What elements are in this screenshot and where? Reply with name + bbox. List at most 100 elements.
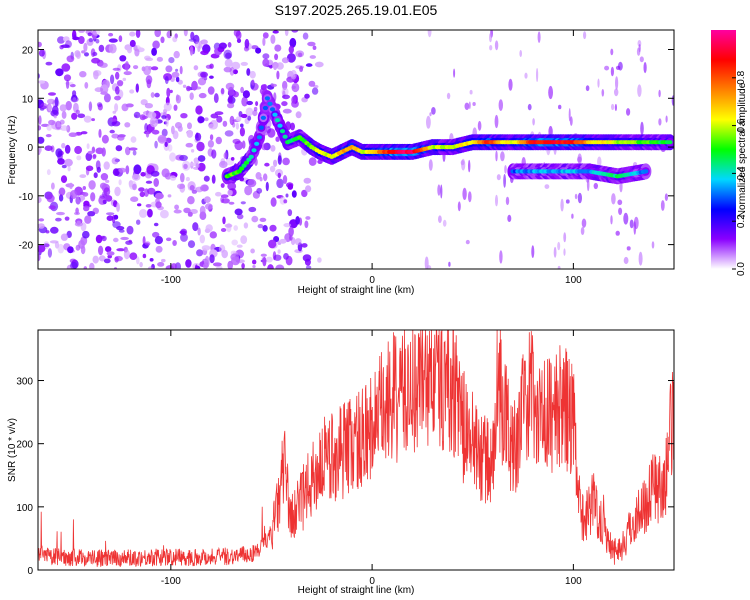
noise-blob [60,175,68,184]
noise-blob [504,165,507,174]
noise-blob [615,230,620,236]
noise-blob [288,45,294,54]
noise-blob [106,212,115,216]
noise-blob [98,255,106,262]
noise-blob [197,116,205,124]
noise-blob [188,38,197,42]
colorbar-gradient [711,30,736,269]
noise-blob [218,244,226,253]
noise-blob [66,55,75,63]
noise-blob [185,176,190,182]
noise-blob [63,36,70,42]
noise-blob [112,67,121,71]
noise-blob [224,130,234,137]
noise-blob [118,229,125,233]
noise-blob [440,184,443,199]
noise-blob [305,63,313,67]
noise-blob [167,144,173,152]
noise-blob [262,84,268,90]
noise-blob [205,203,213,210]
noise-blob [74,50,81,58]
noise-blob [200,39,208,45]
noise-blob [626,246,631,251]
noise-blob [202,263,209,269]
noise-blob [139,114,146,121]
noise-blob [85,165,94,172]
noise-blob [499,250,503,264]
noise-blob [262,58,270,67]
noise-blob [91,118,95,122]
noise-blob [223,152,228,160]
noise-blob [248,206,257,213]
noise-blob [100,173,109,181]
noise-blob [95,38,100,44]
noise-blob [241,140,246,149]
noise-blob [123,71,132,76]
colorbar-tick-label: 0.4 [736,166,747,180]
noise-blob [557,265,561,269]
noise-blob [244,185,253,196]
noise-blob [110,74,115,85]
noise-blob [531,245,535,258]
noise-blob [236,244,243,248]
noise-blob [583,31,587,40]
noise-blob [147,187,156,195]
noise-blob [78,30,85,33]
noise-blob [190,149,195,153]
noise-blob [215,191,222,197]
noise-blob [123,249,130,260]
noise-blob [199,234,205,244]
noise-blob [127,46,132,54]
noise-blob [460,160,465,166]
noise-blob [195,163,200,169]
noise-blob [227,189,233,196]
noise-blob [431,107,436,115]
noise-blob [82,186,87,190]
noise-blob [149,117,159,128]
noise-blob [103,93,111,103]
noise-blob [185,142,194,148]
noise-blob [200,71,208,78]
noise-blob [610,66,615,77]
noise-blob [282,175,288,184]
noise-blob [277,172,281,179]
noise-blob [243,222,249,229]
noise-blob [114,255,123,262]
snr-y-axis-label: SNR (10 * v/v) [7,418,18,482]
noise-blob [494,40,499,51]
noise-blob [180,233,188,242]
noise-blob [472,102,476,106]
noise-blob [281,57,290,64]
noise-blob [124,61,130,72]
noise-blob [160,209,169,219]
noise-blob [232,91,239,98]
y-tick-label: 100 [16,503,33,514]
noise-blob [109,129,115,134]
noise-blob [81,50,86,54]
noise-blob [277,155,282,165]
noise-blob [59,45,64,50]
noise-blob [255,101,259,107]
noise-blob [240,113,248,119]
noise-blob [239,127,245,137]
snr-frame [37,329,675,571]
noise-blob [38,196,42,204]
noise-blob [189,92,194,100]
noise-blob [615,76,619,90]
noise-blob [597,78,600,88]
noise-blob [54,96,59,107]
noise-blob [136,219,141,225]
noise-blob [170,263,177,269]
noise-blob [128,147,138,151]
noise-blob [489,32,492,43]
noise-blob [187,122,192,130]
noise-blob [204,228,211,233]
noise-blob [55,217,62,222]
noise-blob [72,36,80,41]
noise-blob [183,207,191,214]
noise-blob [106,251,115,256]
noise-blob [67,246,74,254]
noise-blob [235,30,242,40]
noise-blob [144,123,149,132]
